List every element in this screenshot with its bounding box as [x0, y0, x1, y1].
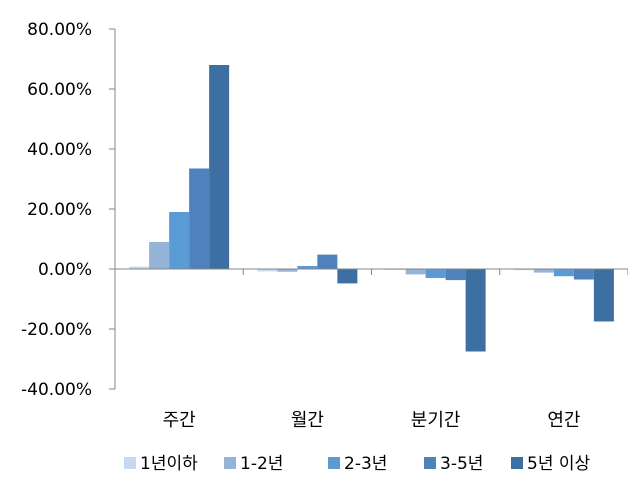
y-tick-label: 60.00% — [27, 80, 92, 100]
bar — [257, 269, 278, 272]
bar — [209, 65, 230, 269]
bar — [297, 266, 318, 269]
y-tick-label: -40.00% — [21, 380, 92, 400]
legend: 1년이하 1-2년 2-3년 3-5년 5년 이상 — [124, 454, 590, 474]
x-category-label: 월간 — [291, 410, 324, 431]
x-category-label: 주간 — [163, 410, 196, 431]
y-axis: 80.00% 60.00% 40.00% 20.00% 0.00% -20.00% -40.… — [21, 20, 116, 400]
bar — [337, 269, 358, 284]
bar — [553, 269, 574, 277]
bar — [533, 269, 554, 273]
bar — [445, 269, 466, 281]
y-tick-label: 20.00% — [27, 200, 92, 220]
x-category-label: 연간 — [547, 410, 580, 431]
legend-swatch — [124, 457, 136, 469]
y-tick-label: 0.00% — [38, 260, 92, 280]
bar — [149, 242, 170, 269]
legend-label: 1-2년 — [240, 454, 283, 474]
bar — [405, 269, 426, 275]
y-tick-label: 40.00% — [27, 140, 92, 160]
bar — [465, 269, 486, 352]
bars — [129, 65, 614, 352]
bar — [169, 212, 190, 269]
y-tick-label: 80.00% — [27, 20, 92, 40]
bar — [513, 269, 534, 271]
bar — [189, 168, 210, 269]
y-tick-label: -20.00% — [21, 320, 92, 340]
bar — [129, 266, 150, 269]
bar — [317, 254, 338, 269]
legend-label: 3-5년 — [440, 454, 483, 474]
bar — [593, 269, 614, 322]
legend-swatch — [424, 457, 436, 469]
bar — [573, 269, 594, 280]
legend-swatch — [328, 457, 340, 469]
legend-label: 5년 이상 — [527, 454, 590, 474]
bar — [277, 269, 298, 272]
legend-label: 2-3년 — [344, 454, 387, 474]
bar — [425, 269, 446, 278]
x-category-label: 분기간 — [411, 410, 461, 431]
x-axis: 주간 월간 분기간 연간 — [114, 268, 628, 431]
legend-label: 1년이하 — [140, 454, 198, 474]
legend-swatch — [511, 457, 523, 469]
legend-swatch — [224, 457, 236, 469]
